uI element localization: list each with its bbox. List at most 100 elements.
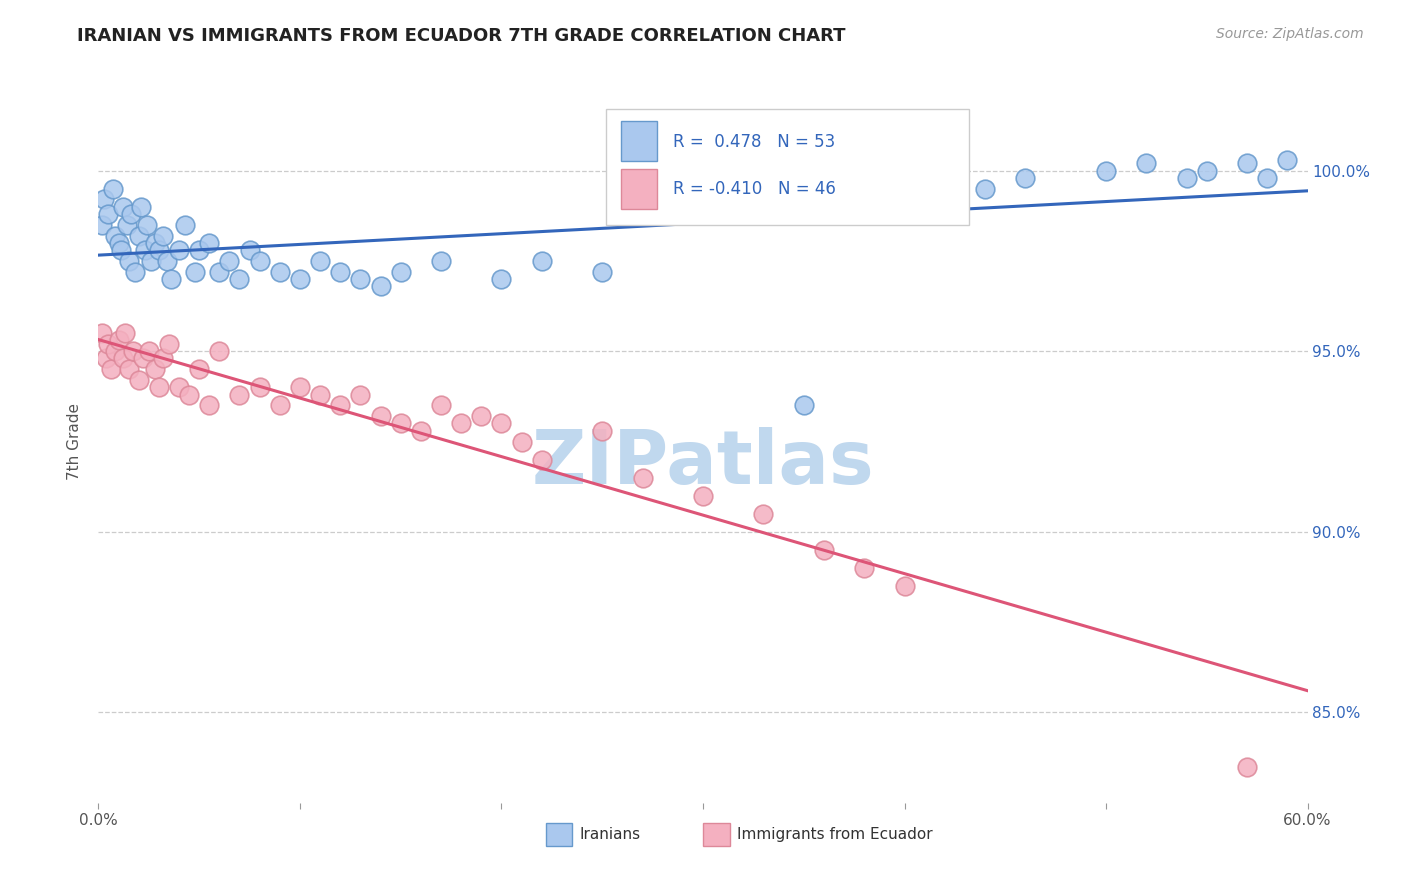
Point — [143, 362, 166, 376]
Point — [121, 344, 143, 359]
Point — [208, 265, 231, 279]
Point — [198, 399, 221, 413]
Point — [853, 561, 876, 575]
Point — [103, 344, 125, 359]
Point — [198, 235, 221, 250]
Point — [349, 272, 371, 286]
Point — [893, 579, 915, 593]
Point — [129, 200, 152, 214]
Point — [91, 218, 114, 232]
Point — [101, 182, 124, 196]
Point — [118, 362, 141, 376]
Point — [167, 243, 190, 257]
Point — [128, 228, 150, 243]
Point — [118, 254, 141, 268]
Point — [111, 351, 134, 366]
Point — [134, 243, 156, 257]
Point — [1195, 163, 1218, 178]
Point — [692, 489, 714, 503]
Point — [138, 344, 160, 359]
Point — [100, 362, 122, 376]
Point — [120, 207, 142, 221]
Point — [103, 228, 125, 243]
Point — [148, 380, 170, 394]
Point — [157, 337, 180, 351]
Point — [269, 265, 291, 279]
Point — [793, 399, 815, 413]
Point — [269, 399, 291, 413]
Point — [152, 228, 174, 243]
Bar — [703, 823, 730, 847]
Point — [1277, 153, 1299, 167]
Point — [752, 507, 775, 521]
Point — [107, 235, 129, 250]
Point — [174, 218, 197, 232]
Point — [111, 200, 134, 214]
Point — [135, 218, 157, 232]
Point — [1175, 170, 1198, 185]
Point — [370, 279, 392, 293]
Point — [1095, 163, 1118, 178]
Point — [389, 265, 412, 279]
Text: R =  0.478   N = 53: R = 0.478 N = 53 — [672, 133, 835, 151]
Point — [409, 424, 432, 438]
Y-axis label: 7th Grade: 7th Grade — [67, 403, 83, 480]
Point — [430, 399, 453, 413]
Point — [188, 362, 211, 376]
Point — [1014, 170, 1036, 185]
Point — [631, 471, 654, 485]
Point — [239, 243, 262, 257]
Point — [450, 417, 472, 431]
Point — [148, 243, 170, 257]
Point — [389, 417, 412, 431]
Point — [1236, 156, 1258, 170]
Bar — [621, 169, 657, 209]
Point — [97, 337, 120, 351]
Point — [349, 387, 371, 401]
Point — [139, 254, 162, 268]
Point — [184, 265, 207, 279]
Point — [132, 351, 155, 366]
Point — [188, 243, 211, 257]
Point — [530, 452, 553, 467]
Point — [1135, 156, 1157, 170]
Point — [530, 254, 553, 268]
Text: ZIPatlas: ZIPatlas — [531, 426, 875, 500]
Point — [591, 265, 613, 279]
Text: Source: ZipAtlas.com: Source: ZipAtlas.com — [1216, 27, 1364, 41]
Point — [107, 334, 129, 348]
Point — [591, 424, 613, 438]
Point — [156, 254, 179, 268]
Point — [288, 380, 311, 394]
Text: IRANIAN VS IMMIGRANTS FROM ECUADOR 7TH GRADE CORRELATION CHART: IRANIAN VS IMMIGRANTS FROM ECUADOR 7TH G… — [77, 27, 846, 45]
Point — [228, 387, 250, 401]
Point — [114, 326, 136, 341]
Point — [309, 387, 332, 401]
Point — [167, 380, 190, 394]
Bar — [546, 823, 572, 847]
Point — [97, 207, 120, 221]
Point — [329, 265, 352, 279]
Point — [491, 417, 513, 431]
Point — [218, 254, 240, 268]
Point — [510, 434, 533, 449]
Point — [1236, 760, 1258, 774]
Point — [96, 351, 118, 366]
Point — [491, 272, 513, 286]
Point — [430, 254, 453, 268]
Point — [208, 344, 231, 359]
Point — [309, 254, 332, 268]
Point — [288, 272, 311, 286]
Point — [249, 254, 271, 268]
Point — [1256, 170, 1278, 185]
Point — [143, 235, 166, 250]
Point — [249, 380, 271, 394]
Point — [470, 409, 492, 424]
Point — [160, 272, 183, 286]
Point — [91, 326, 114, 341]
Point — [228, 272, 250, 286]
Point — [115, 218, 138, 232]
Text: Iranians: Iranians — [579, 827, 641, 842]
Point — [128, 373, 150, 387]
Point — [813, 543, 835, 558]
